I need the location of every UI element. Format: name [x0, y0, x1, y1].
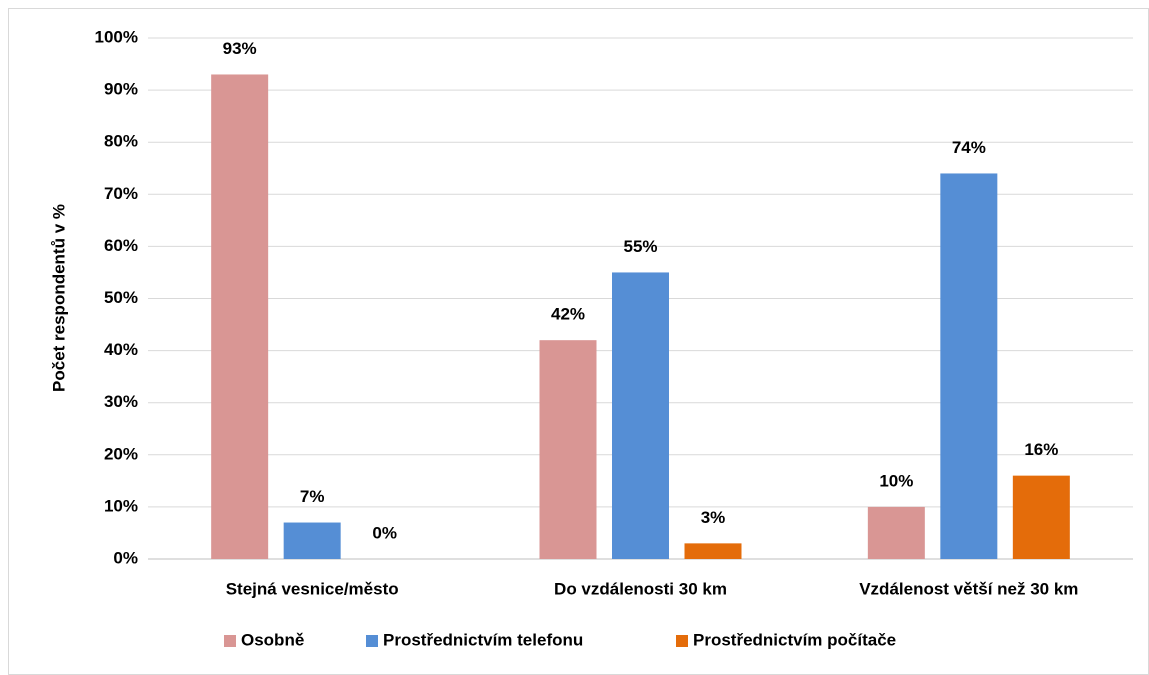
y-tick-label: 70% [104, 184, 138, 203]
bar [940, 173, 998, 559]
data-label: 10% [879, 471, 913, 490]
legend-swatch [224, 635, 236, 647]
legend-swatch [676, 635, 688, 647]
legend-label: Prostřednictvím telefonu [383, 630, 583, 649]
data-label: 55% [623, 237, 657, 256]
y-tick-label: 30% [104, 392, 138, 411]
y-tick-label: 100% [95, 27, 138, 46]
data-label: 74% [952, 138, 986, 157]
y-tick-label: 80% [104, 132, 138, 151]
bar [867, 506, 925, 559]
x-tick-label: Stejná vesnice/město [226, 579, 399, 598]
legend-swatch [366, 635, 378, 647]
bar [612, 272, 669, 559]
data-label: 3% [701, 508, 726, 527]
legend-label: Osobně [241, 630, 304, 649]
data-label: 7% [300, 487, 325, 506]
y-tick-label: 0% [113, 548, 138, 567]
y-tick-label: 40% [104, 340, 138, 359]
bar [1012, 475, 1070, 559]
data-label: 93% [223, 39, 257, 58]
bar [539, 340, 597, 559]
y-tick-label: 20% [104, 444, 138, 463]
x-tick-label: Do vzdálenosti 30 km [554, 579, 727, 598]
x-tick-label: Vzdálenost větší než 30 km [859, 579, 1078, 598]
y-tick-label: 50% [104, 288, 138, 307]
data-label: 16% [1024, 440, 1058, 459]
y-tick-label: 60% [104, 236, 138, 255]
y-axis-label: Počet respondentů v % [49, 204, 68, 392]
bar [211, 74, 269, 559]
data-label: 42% [551, 305, 585, 324]
data-label: 0% [372, 523, 397, 542]
legend-label: Prostřednictvím počítače [693, 630, 896, 649]
y-tick-label: 90% [104, 80, 138, 99]
bar [283, 522, 341, 559]
y-tick-label: 10% [104, 496, 138, 515]
bar [684, 543, 742, 559]
